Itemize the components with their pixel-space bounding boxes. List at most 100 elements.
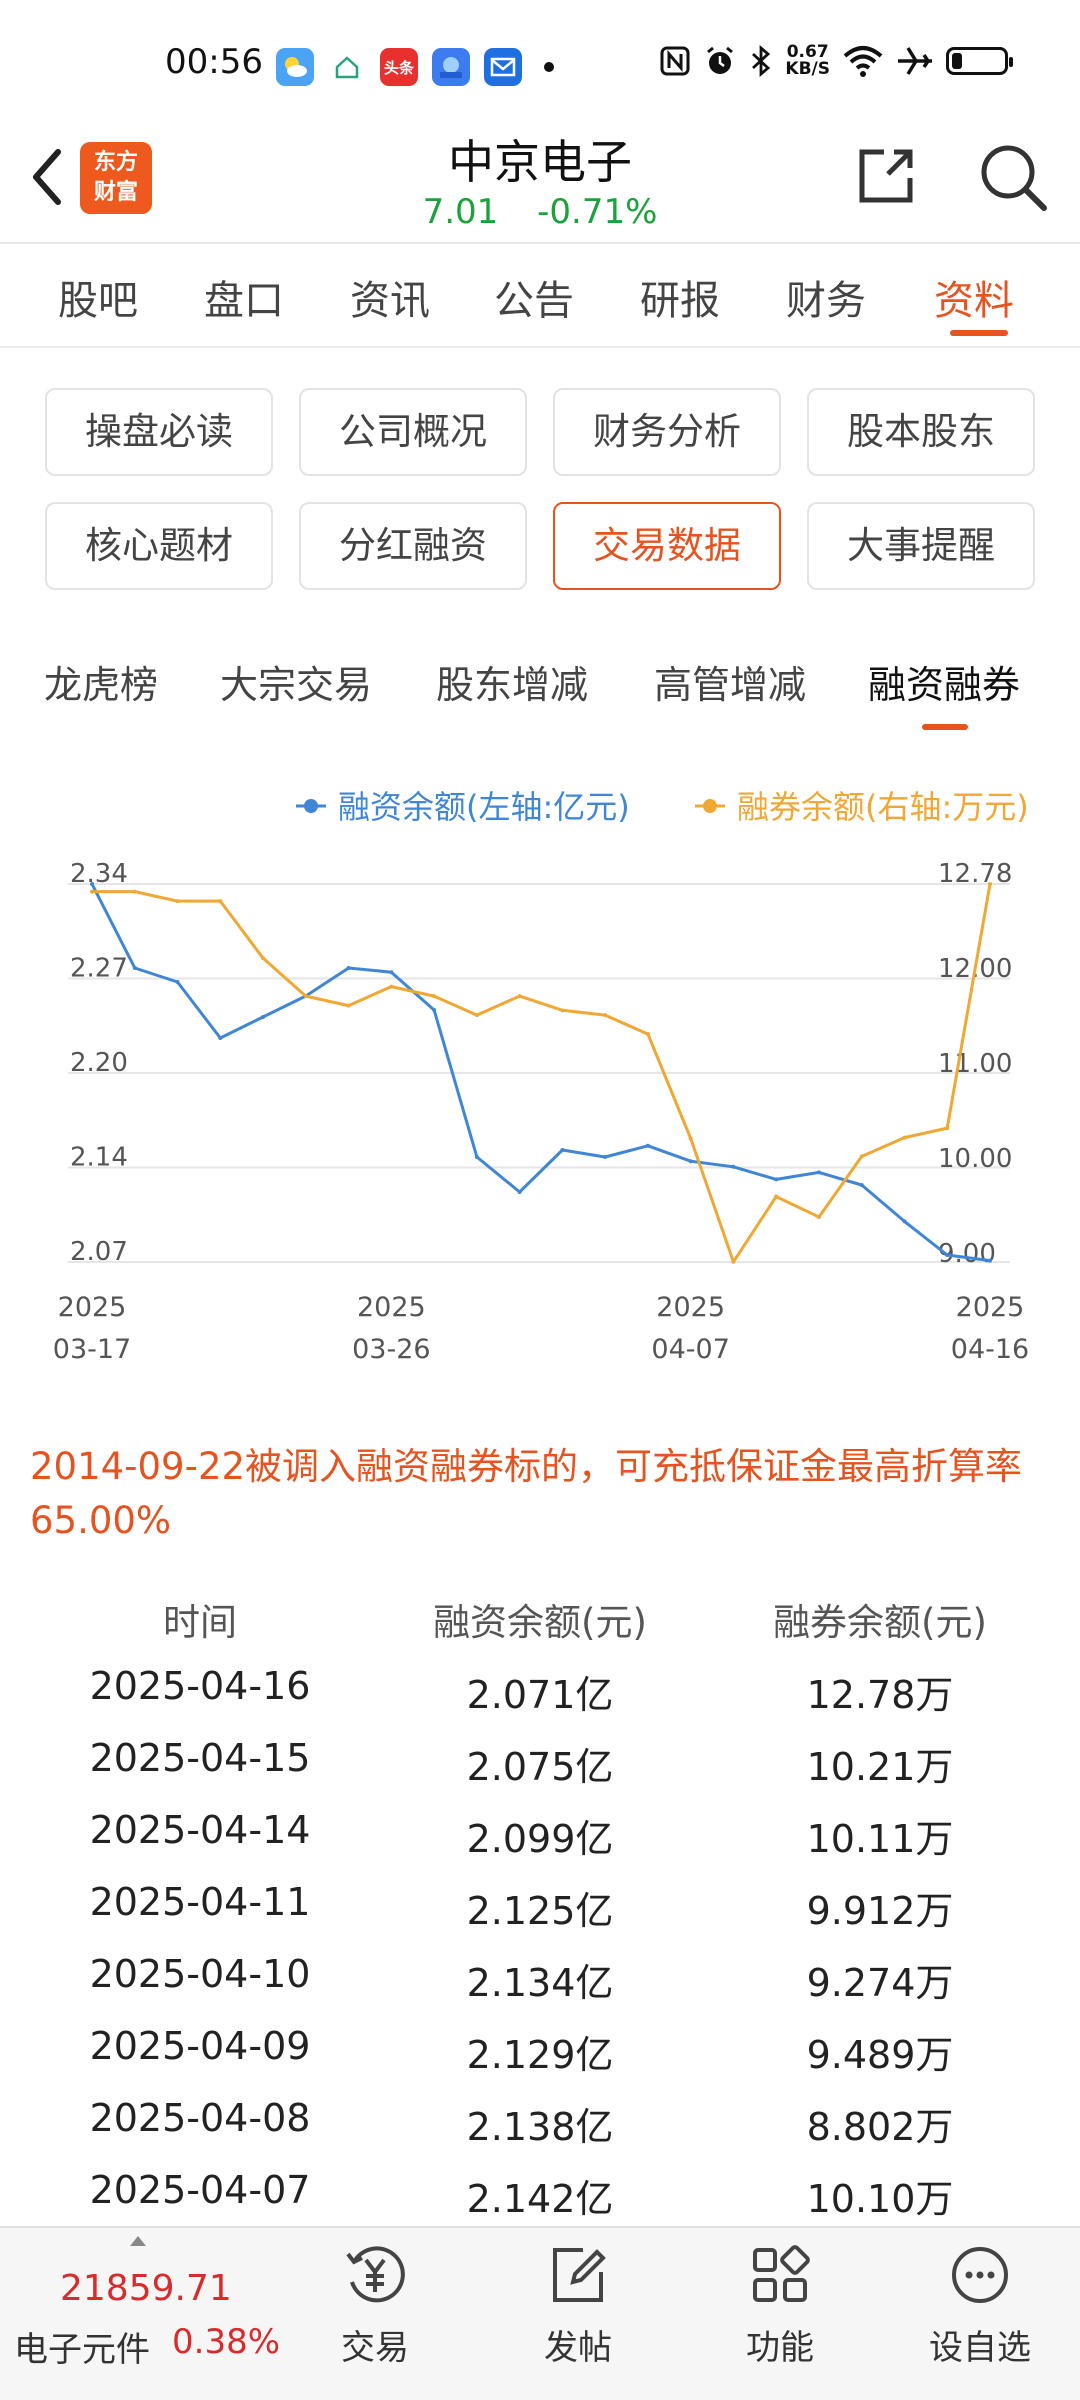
table-row[interactable]: 2025-04-09 2.129亿 9.489万 — [0, 2024, 1080, 2096]
x-tick-year: 2025 — [956, 1292, 1025, 1323]
table-cell: 12.78万 — [806, 1673, 954, 1717]
logo-line-2: 财富 — [93, 180, 138, 205]
section-button-0[interactable]: 操盘必读 — [45, 388, 273, 476]
gallery-app-icon — [432, 48, 470, 86]
y-left-tick: 2.07 — [70, 1237, 128, 1267]
series-point-1 — [175, 899, 180, 904]
x-tick-year: 2025 — [357, 1292, 426, 1323]
table-cell: 10.11万 — [806, 1817, 954, 1861]
post-button[interactable]: 发帖 — [508, 2240, 648, 2390]
table-cell: 10.10万 — [806, 2177, 954, 2221]
sub-tab-4[interactable]: 融资融券 — [868, 663, 1021, 707]
series-point-1 — [645, 1032, 650, 1037]
y-left-tick: 2.34 — [70, 859, 128, 889]
stock-header: 东方 财富 中京电子 7.01 -0.71% — [0, 120, 1080, 242]
airplane-icon — [898, 47, 932, 75]
margin-note: 2014-09-22被调入融资融券标的，可充抵保证金最高折算率65.00% — [30, 1445, 1023, 1542]
main-tab-0[interactable]: 股吧 — [58, 278, 138, 324]
index-name[interactable]: 电子元件 — [14, 2330, 150, 2370]
x-tick-date: 03-26 — [352, 1334, 430, 1365]
series-point-1 — [90, 889, 94, 894]
table-cell: 2.075亿 — [466, 1745, 614, 1789]
table-cell: 10.21万 — [806, 1745, 954, 1789]
section-button-6[interactable]: 交易数据 — [553, 502, 781, 590]
series-line-0 — [90, 883, 991, 1263]
series-point-1 — [988, 882, 992, 886]
section-button-2[interactable]: 财务分析 — [553, 388, 781, 476]
sub-tab-0[interactable]: 龙虎榜 — [44, 663, 159, 707]
y-left-tick: 2.27 — [70, 954, 128, 984]
series-point-1 — [389, 984, 394, 989]
sub-tab-1[interactable]: 大宗交易 — [220, 663, 373, 707]
search-icon[interactable] — [978, 142, 1048, 212]
table-row[interactable]: 2025-04-11 2.125亿 9.912万 — [0, 1880, 1080, 1952]
chart-legend: 融资余额(左轴:亿元) 融券余额(右轴:万元) — [296, 788, 1029, 826]
section-button-5[interactable]: 分红融资 — [299, 502, 527, 590]
series-point-0 — [90, 882, 94, 886]
table-cell: 2.071亿 — [466, 1673, 614, 1717]
section-button-7[interactable]: 大事提醒 — [807, 502, 1035, 590]
table-header-0: 时间 — [163, 1601, 237, 1644]
expand-caret-icon[interactable] — [130, 2236, 146, 2246]
index-pct[interactable]: 0.38% — [172, 2322, 281, 2362]
logo-line-1: 东方 — [93, 150, 138, 175]
table-header-1: 融资余额(元) — [433, 1601, 647, 1644]
main-tabs: 股吧 盘口 资讯 公告 研报 财务 资料 — [0, 244, 1080, 346]
series-point-0 — [346, 966, 351, 970]
notification-icons: 头条 — [276, 48, 554, 86]
table-cell: 9.274万 — [806, 1961, 954, 2005]
bottom-bar: 21859.71 电子元件 0.38% 交易 发帖 功能 设自选 — [0, 2226, 1080, 2400]
table-row[interactable]: 2025-04-14 2.099亿 10.11万 — [0, 1808, 1080, 1880]
series-point-0 — [261, 1015, 266, 1019]
table-cell: 9.489万 — [806, 2033, 954, 2077]
main-tab-4[interactable]: 研报 — [640, 278, 720, 324]
table-row[interactable]: 2025-04-15 2.075亿 10.21万 — [0, 1736, 1080, 1808]
series-point-0 — [603, 1155, 608, 1159]
section-button-1[interactable]: 公司概况 — [299, 388, 527, 476]
x-tick-date: 04-16 — [951, 1334, 1029, 1365]
add-watchlist-button[interactable]: 设自选 — [910, 2240, 1050, 2390]
main-tab-5[interactable]: 财务 — [786, 278, 866, 324]
table-cell: 2025-04-16 — [89, 1664, 311, 1708]
functions-button[interactable]: 功能 — [710, 2240, 850, 2390]
toutiao-app-icon: 头条 — [380, 48, 418, 86]
table-row[interactable]: 2025-04-08 2.138亿 8.802万 — [0, 2096, 1080, 2168]
dot-icon — [544, 62, 554, 72]
table-cell: 2025-04-08 — [89, 2096, 311, 2140]
table-row[interactable]: 2025-04-07 2.142亿 10.10万 — [0, 2168, 1080, 2240]
legend-dot-1 — [703, 799, 717, 813]
functions-label: 功能 — [746, 2328, 814, 2368]
main-tab-2[interactable]: 资讯 — [350, 278, 430, 324]
y-right-tick: 11.00 — [938, 1049, 1012, 1079]
table-row[interactable]: 2025-04-10 2.134亿 9.274万 — [0, 1952, 1080, 2024]
series-point-1 — [261, 956, 266, 961]
series-point-1 — [517, 994, 522, 999]
sub-tab-2[interactable]: 股东增减 — [436, 663, 589, 707]
section-button-4[interactable]: 核心题材 — [45, 502, 273, 590]
series-point-1 — [688, 1136, 693, 1141]
table-cell: 2.125亿 — [466, 1889, 614, 1933]
nfc-icon — [660, 46, 690, 76]
series-point-1 — [560, 1008, 565, 1013]
index-value[interactable]: 21859.71 — [60, 2268, 232, 2309]
sub-tab-3[interactable]: 高管增减 — [654, 663, 807, 707]
eastmoney-logo[interactable]: 东方 财富 — [80, 142, 152, 214]
main-tab-6[interactable]: 资料 — [934, 278, 1014, 324]
series-point-1 — [816, 1214, 821, 1219]
series-point-0 — [816, 1170, 821, 1175]
share-icon[interactable] — [854, 144, 918, 208]
more-dots-icon — [952, 2247, 1008, 2303]
main-tab-3[interactable]: 公告 — [494, 278, 574, 324]
series-point-0 — [645, 1143, 650, 1148]
main-tab-1[interactable]: 盘口 — [204, 278, 284, 324]
table-cell: 2025-04-07 — [89, 2168, 311, 2212]
series-point-1 — [945, 1126, 950, 1131]
header-divider — [0, 242, 1080, 244]
status-right: 0.67 KB/S — [659, 44, 1013, 78]
series-point-0 — [175, 980, 180, 984]
stock-quote: 7.01 -0.71% — [0, 192, 1080, 232]
trade-button[interactable]: 交易 — [305, 2240, 445, 2390]
section-button-3[interactable]: 股本股东 — [807, 388, 1035, 476]
table-row[interactable]: 2025-04-16 2.071亿 12.78万 — [0, 1664, 1080, 1736]
back-arrow-icon[interactable] — [22, 142, 72, 212]
